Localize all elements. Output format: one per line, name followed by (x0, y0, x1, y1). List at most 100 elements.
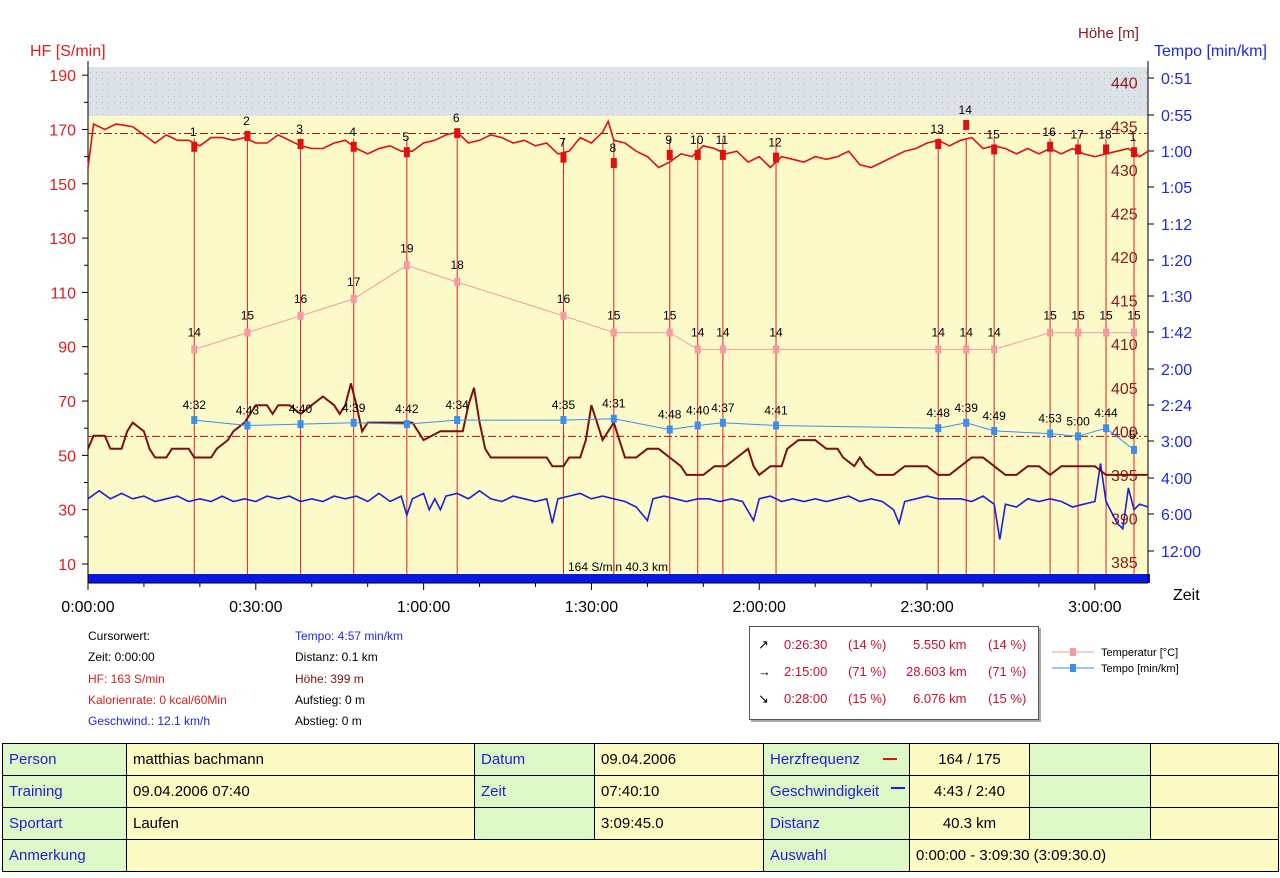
tempo-lap-marker (963, 418, 970, 427)
stats-pct: (15 %) (848, 691, 887, 706)
temperature-label: 14 (987, 325, 1001, 339)
stats-row-down: ↘ 0:28:00 (15 %) 6.076 km (15 %) (750, 691, 1038, 717)
temperature-label: 14 (960, 325, 974, 339)
temperature-label: 16 (294, 292, 308, 306)
lap-hf-marker (350, 141, 357, 152)
hoehe-tick-label: 415 (1111, 294, 1138, 311)
tempo-tick-label: 1:42 (1161, 325, 1192, 342)
temperature-marker (991, 345, 998, 354)
temperature-label: 15 (1043, 309, 1057, 323)
hoehe-tick-label: 405 (1111, 381, 1138, 398)
info-row: Sportart Laufen 3:09:45.0 Distanz 40.3 k… (2, 807, 1279, 840)
temperature-label: 14 (716, 325, 730, 339)
anmerkung-value[interactable] (126, 839, 764, 872)
lap-hf-marker (1047, 141, 1054, 152)
empty-cell (474, 807, 595, 840)
x-tick-label: 2:30:00 (900, 599, 953, 616)
tempo-lap-marker (1075, 432, 1082, 441)
temperature-label: 17 (347, 275, 361, 289)
lap-hf-marker (935, 139, 942, 150)
temperature-marker (297, 311, 304, 320)
temperature-marker (694, 345, 701, 354)
hoehe-tick-label: 410 (1111, 337, 1138, 354)
lap-number-label: 17 (1070, 127, 1084, 141)
tempo-lap-label: 4:44 (1094, 406, 1118, 420)
temperature-marker (191, 345, 198, 354)
tempo-series-line (87, 463, 1149, 540)
stats-time: 2:15:00 (784, 664, 828, 679)
tempo-tick-label: 2:24 (1161, 398, 1192, 415)
cursor-hf: HF: 163 S/min (88, 671, 165, 686)
hoehe-tick-label: 395 (1111, 468, 1138, 485)
tempo-lap-marker (991, 426, 998, 435)
temperature-label: 15 (241, 309, 255, 323)
tempo-lap-marker (694, 421, 701, 430)
upper-zone-texture (88, 67, 1148, 116)
tempo-tick-label: 1:12 (1161, 217, 1192, 234)
lap-hf-marker (1131, 147, 1138, 158)
cursor-tempo: Tempo: 4:57 min/km (295, 629, 404, 643)
lap-number-label: 2 (243, 114, 250, 128)
speed-line-icon (891, 787, 905, 789)
tempo-lap-marker (1047, 429, 1054, 438)
person-label: Person (2, 743, 127, 776)
lap-hf-marker (666, 149, 673, 160)
lap-hf-marker (610, 158, 617, 169)
temperature-marker (963, 345, 970, 354)
hoehe-series-line (87, 383, 1148, 477)
hoehe-tick-label: 440 (1111, 76, 1138, 93)
tempo-lap-label: 4:32 (183, 398, 207, 412)
info-row: Anmerkung Auswahl 0:00:00 - 3:09:30 (3:0… (2, 839, 1279, 872)
tempo-lap-label: 4:48 (927, 406, 951, 420)
temperature-marker (666, 328, 673, 337)
tempo-lap-label: 4:35 (552, 398, 576, 412)
tempo-lap-marker (1131, 445, 1138, 454)
lap-number-label: 18 (1098, 127, 1112, 141)
x-tick-label: 0:30:00 (229, 599, 282, 616)
hf-series-line (87, 119, 1149, 169)
tempo-tick-label: 0:51 (1161, 71, 1192, 88)
lap-hf-marker (694, 149, 701, 160)
lap-number-label: 13 (931, 122, 945, 136)
lap-number-label: 4 (349, 125, 356, 139)
tempo-lap-label: 4:37 (711, 401, 735, 415)
lap-hf-marker (719, 149, 726, 160)
temperature-marker (935, 345, 942, 354)
training-chart[interactable]: 164 S/min 40.3 km19017015013011090705030… (0, 0, 1280, 620)
session-info-table: Person matthias bachmann Datum 09.04.200… (2, 743, 1279, 872)
stats-row-up: ↗ 0:26:30 (14 %) 5.550 km (14 %) (750, 637, 1038, 663)
tempo-lap-label: 4:49 (982, 409, 1006, 423)
hf-tick-label: 30 (58, 503, 76, 520)
datum-value: 09.04.2006 (594, 743, 764, 776)
tempo-lap-marker (1103, 424, 1110, 433)
lap-number-label: 10 (690, 133, 704, 147)
temperature-label: 14 (188, 325, 202, 339)
lap-hf-marker (560, 152, 567, 163)
temperature-marker (403, 261, 410, 270)
auswahl-value: 0:00:00 - 3:09:30 (3:09:30.0) (909, 839, 1279, 872)
temperature-marker (1075, 328, 1082, 337)
temperature-marker (1047, 328, 1054, 337)
cursor-hoehe: Höhe: 399 m (295, 671, 364, 686)
lap-number-label: 12 (768, 136, 782, 150)
tempo-lap-label: 4:53 (1038, 412, 1062, 426)
temperature-marker (350, 294, 357, 303)
tempo-lap-label: 4:31 (602, 397, 626, 411)
tempo-tick-label: 0:55 (1161, 108, 1192, 125)
cursor-zeit: Zeit: 0:00:00 (88, 650, 155, 665)
lap-number-label: 3 (296, 122, 303, 136)
hoehe-tick-label: 430 (1111, 163, 1138, 180)
hoehe-tick-label: 425 (1111, 206, 1138, 223)
stats-dist: 6.076 km (913, 691, 967, 706)
tempo-lap-label: 5:00 (1066, 414, 1090, 428)
lap-hf-marker (297, 139, 304, 150)
temperature-label: 14 (691, 325, 705, 339)
temperature-marker (244, 328, 251, 337)
cursor-distanz: Distanz: 0.1 km (295, 650, 378, 665)
tempo-lap-label: 4:41 (764, 403, 788, 417)
hf-axis-title: HF [S/min] (30, 43, 106, 60)
hf-tick-label: 150 (49, 177, 76, 194)
lap-hf-marker (1075, 144, 1082, 155)
arrow-down-right-icon: ↘ (758, 691, 769, 706)
hoehe-tick-label: 435 (1111, 119, 1138, 136)
